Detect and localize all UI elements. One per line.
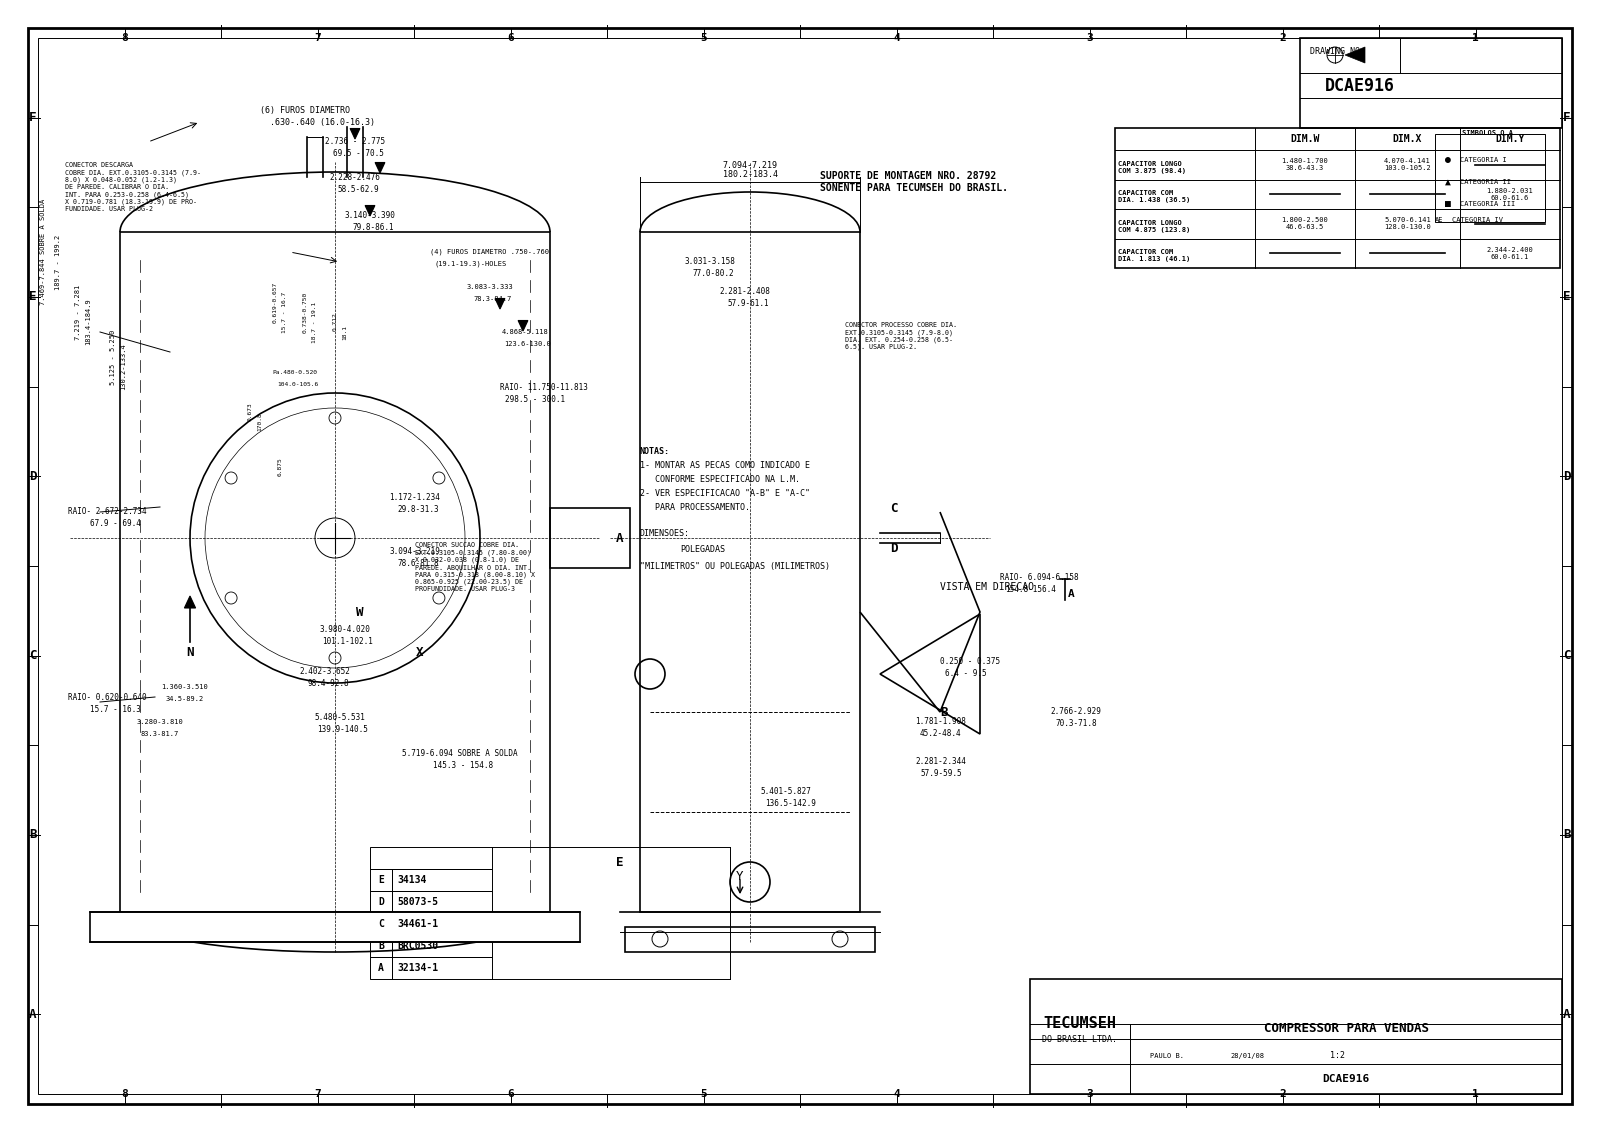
Text: 8: 8 bbox=[122, 1089, 128, 1099]
Text: 2.281-2.344: 2.281-2.344 bbox=[915, 757, 966, 766]
Text: DO BRASIL LTDA.: DO BRASIL LTDA. bbox=[1043, 1035, 1117, 1044]
Text: ▲: ▲ bbox=[1445, 177, 1451, 187]
Circle shape bbox=[434, 472, 445, 484]
Text: SIMBOLOS Q.A.: SIMBOLOS Q.A. bbox=[1462, 129, 1518, 135]
Text: 6.875: 6.875 bbox=[277, 457, 283, 477]
Circle shape bbox=[330, 412, 341, 424]
Text: 45.2-48.4: 45.2-48.4 bbox=[920, 729, 962, 738]
Text: 0.619-0.657: 0.619-0.657 bbox=[272, 282, 277, 323]
Text: 4: 4 bbox=[893, 1089, 899, 1099]
Text: DCAE916: DCAE916 bbox=[1322, 1074, 1370, 1084]
Text: 69.5 - 70.5: 69.5 - 70.5 bbox=[333, 149, 384, 158]
Text: 1:2: 1:2 bbox=[1330, 1052, 1346, 1061]
Text: 67.9 - 69.4: 67.9 - 69.4 bbox=[90, 520, 141, 529]
Text: 5.719-6.094 SOBRE A SOLDA: 5.719-6.094 SOBRE A SOLDA bbox=[402, 749, 518, 758]
Text: 7: 7 bbox=[314, 1089, 322, 1099]
Bar bbox=[370, 914, 392, 935]
Text: 2: 2 bbox=[1278, 1089, 1286, 1099]
Text: 1.360-3.510: 1.360-3.510 bbox=[162, 684, 208, 691]
Text: 1.781-1.908: 1.781-1.908 bbox=[915, 718, 966, 727]
Text: 139.9-140.5: 139.9-140.5 bbox=[317, 724, 368, 734]
Text: CONECTOR SUCCAO COBRE DIA.
EXT.0.3105-0.3145 (7.80-8.00)
X 0.032-0.038 (0.8-1.0): CONECTOR SUCCAO COBRE DIA. EXT.0.3105-0.… bbox=[414, 542, 534, 592]
Text: DIM.W: DIM.W bbox=[1290, 134, 1320, 144]
Text: NOTAS:: NOTAS: bbox=[640, 447, 670, 456]
Bar bbox=[392, 891, 493, 914]
Text: 18.7 - 19.1: 18.7 - 19.1 bbox=[312, 301, 317, 343]
Text: 1.172-1.234: 1.172-1.234 bbox=[389, 492, 440, 501]
Text: CONFORME ESPECIFICADO NA L.M.: CONFORME ESPECIFICADO NA L.M. bbox=[640, 475, 800, 484]
Text: CAPACITOR COM
DIA. 1.438 (36.5): CAPACITOR COM DIA. 1.438 (36.5) bbox=[1118, 190, 1190, 204]
Text: 2.402-3.652: 2.402-3.652 bbox=[299, 668, 350, 677]
Text: 3.280-3.810: 3.280-3.810 bbox=[136, 719, 184, 724]
Text: D: D bbox=[29, 470, 37, 483]
Text: 189.7 - 199.2: 189.7 - 199.2 bbox=[54, 234, 61, 290]
Text: 15.7 - 16.3: 15.7 - 16.3 bbox=[90, 704, 141, 713]
Bar bbox=[1435, 134, 1546, 222]
Text: B: B bbox=[941, 705, 947, 719]
Text: 5.125 - 5.250: 5.125 - 5.250 bbox=[110, 329, 115, 385]
Text: D: D bbox=[1563, 470, 1571, 483]
Text: 2.344-2.400
60.0-61.1: 2.344-2.400 60.0-61.1 bbox=[1486, 247, 1533, 259]
Circle shape bbox=[226, 472, 237, 484]
Text: AE: AE bbox=[1435, 217, 1443, 223]
Text: PAULO B.: PAULO B. bbox=[1150, 1053, 1184, 1060]
Text: 79.8-86.1: 79.8-86.1 bbox=[352, 223, 394, 232]
Text: 2.766-2.929: 2.766-2.929 bbox=[1050, 708, 1101, 717]
Text: 7.219 - 7.281: 7.219 - 7.281 bbox=[75, 284, 82, 340]
Text: PARA PROCESSAMENTO.: PARA PROCESSAMENTO. bbox=[640, 504, 750, 513]
Bar bbox=[370, 957, 392, 979]
Text: CATEGORIA II: CATEGORIA II bbox=[1459, 179, 1510, 185]
Text: 70.3-71.8: 70.3-71.8 bbox=[1054, 720, 1096, 729]
Polygon shape bbox=[184, 597, 195, 608]
Bar bbox=[370, 869, 392, 891]
Text: 34134: 34134 bbox=[397, 875, 426, 885]
Text: 32134-1: 32134-1 bbox=[397, 963, 438, 974]
Text: B: B bbox=[29, 829, 37, 841]
Text: 3: 3 bbox=[1086, 33, 1093, 43]
Text: N: N bbox=[186, 645, 194, 659]
Text: 0.250 - 0.375: 0.250 - 0.375 bbox=[941, 658, 1000, 667]
Text: 3.140-3.390: 3.140-3.390 bbox=[344, 212, 395, 221]
Text: POLEGADAS: POLEGADAS bbox=[680, 546, 725, 555]
Text: CATEGORIA III: CATEGORIA III bbox=[1459, 201, 1515, 207]
Circle shape bbox=[330, 652, 341, 664]
Text: DIM.Y: DIM.Y bbox=[1496, 134, 1525, 144]
Text: E: E bbox=[616, 856, 624, 868]
Text: 0.712: 0.712 bbox=[333, 312, 338, 332]
Text: 0.738-0.750: 0.738-0.750 bbox=[302, 291, 307, 333]
Text: 183.4-184.9: 183.4-184.9 bbox=[85, 299, 91, 345]
Text: RAIO- 6.094-6.158: RAIO- 6.094-6.158 bbox=[1000, 573, 1078, 582]
Text: 98.4-92.8: 98.4-92.8 bbox=[307, 679, 349, 688]
Text: 83.3-81.7: 83.3-81.7 bbox=[141, 731, 179, 737]
Text: 4: 4 bbox=[893, 33, 899, 43]
Text: B: B bbox=[378, 941, 384, 951]
Polygon shape bbox=[1346, 48, 1365, 63]
Text: 34461-1: 34461-1 bbox=[397, 919, 438, 929]
Bar bbox=[640, 232, 861, 912]
Text: 1: 1 bbox=[1472, 33, 1478, 43]
Text: 3: 3 bbox=[1086, 1089, 1093, 1099]
Text: ■: ■ bbox=[1445, 199, 1451, 209]
Text: F: F bbox=[29, 111, 37, 125]
Text: 4.070-4.141
103.0-105.2: 4.070-4.141 103.0-105.2 bbox=[1384, 158, 1430, 171]
Text: 7: 7 bbox=[314, 33, 322, 43]
Text: 170.8: 170.8 bbox=[258, 413, 262, 431]
Bar bbox=[392, 914, 493, 935]
Text: 145.3 - 154.8: 145.3 - 154.8 bbox=[434, 762, 493, 771]
Bar bbox=[370, 891, 392, 914]
Text: C: C bbox=[1563, 649, 1571, 662]
Text: C: C bbox=[890, 501, 898, 515]
Text: E: E bbox=[1563, 291, 1571, 303]
Bar bbox=[1299, 38, 1562, 128]
Text: 3.083-3.333: 3.083-3.333 bbox=[467, 284, 514, 290]
Text: X: X bbox=[416, 645, 424, 659]
Text: 29.8-31.3: 29.8-31.3 bbox=[397, 505, 438, 514]
Bar bbox=[370, 847, 493, 869]
Text: 2: 2 bbox=[1278, 33, 1286, 43]
Bar bbox=[120, 232, 550, 912]
Text: Y: Y bbox=[736, 871, 744, 883]
Text: 5.070-6.141
128.0-130.0: 5.070-6.141 128.0-130.0 bbox=[1384, 217, 1430, 230]
Text: 7.469-7.844 SOBRE A SOLDA: 7.469-7.844 SOBRE A SOLDA bbox=[40, 199, 46, 306]
Bar bbox=[392, 957, 493, 979]
Text: 180.2-183.4: 180.2-183.4 bbox=[723, 170, 778, 179]
